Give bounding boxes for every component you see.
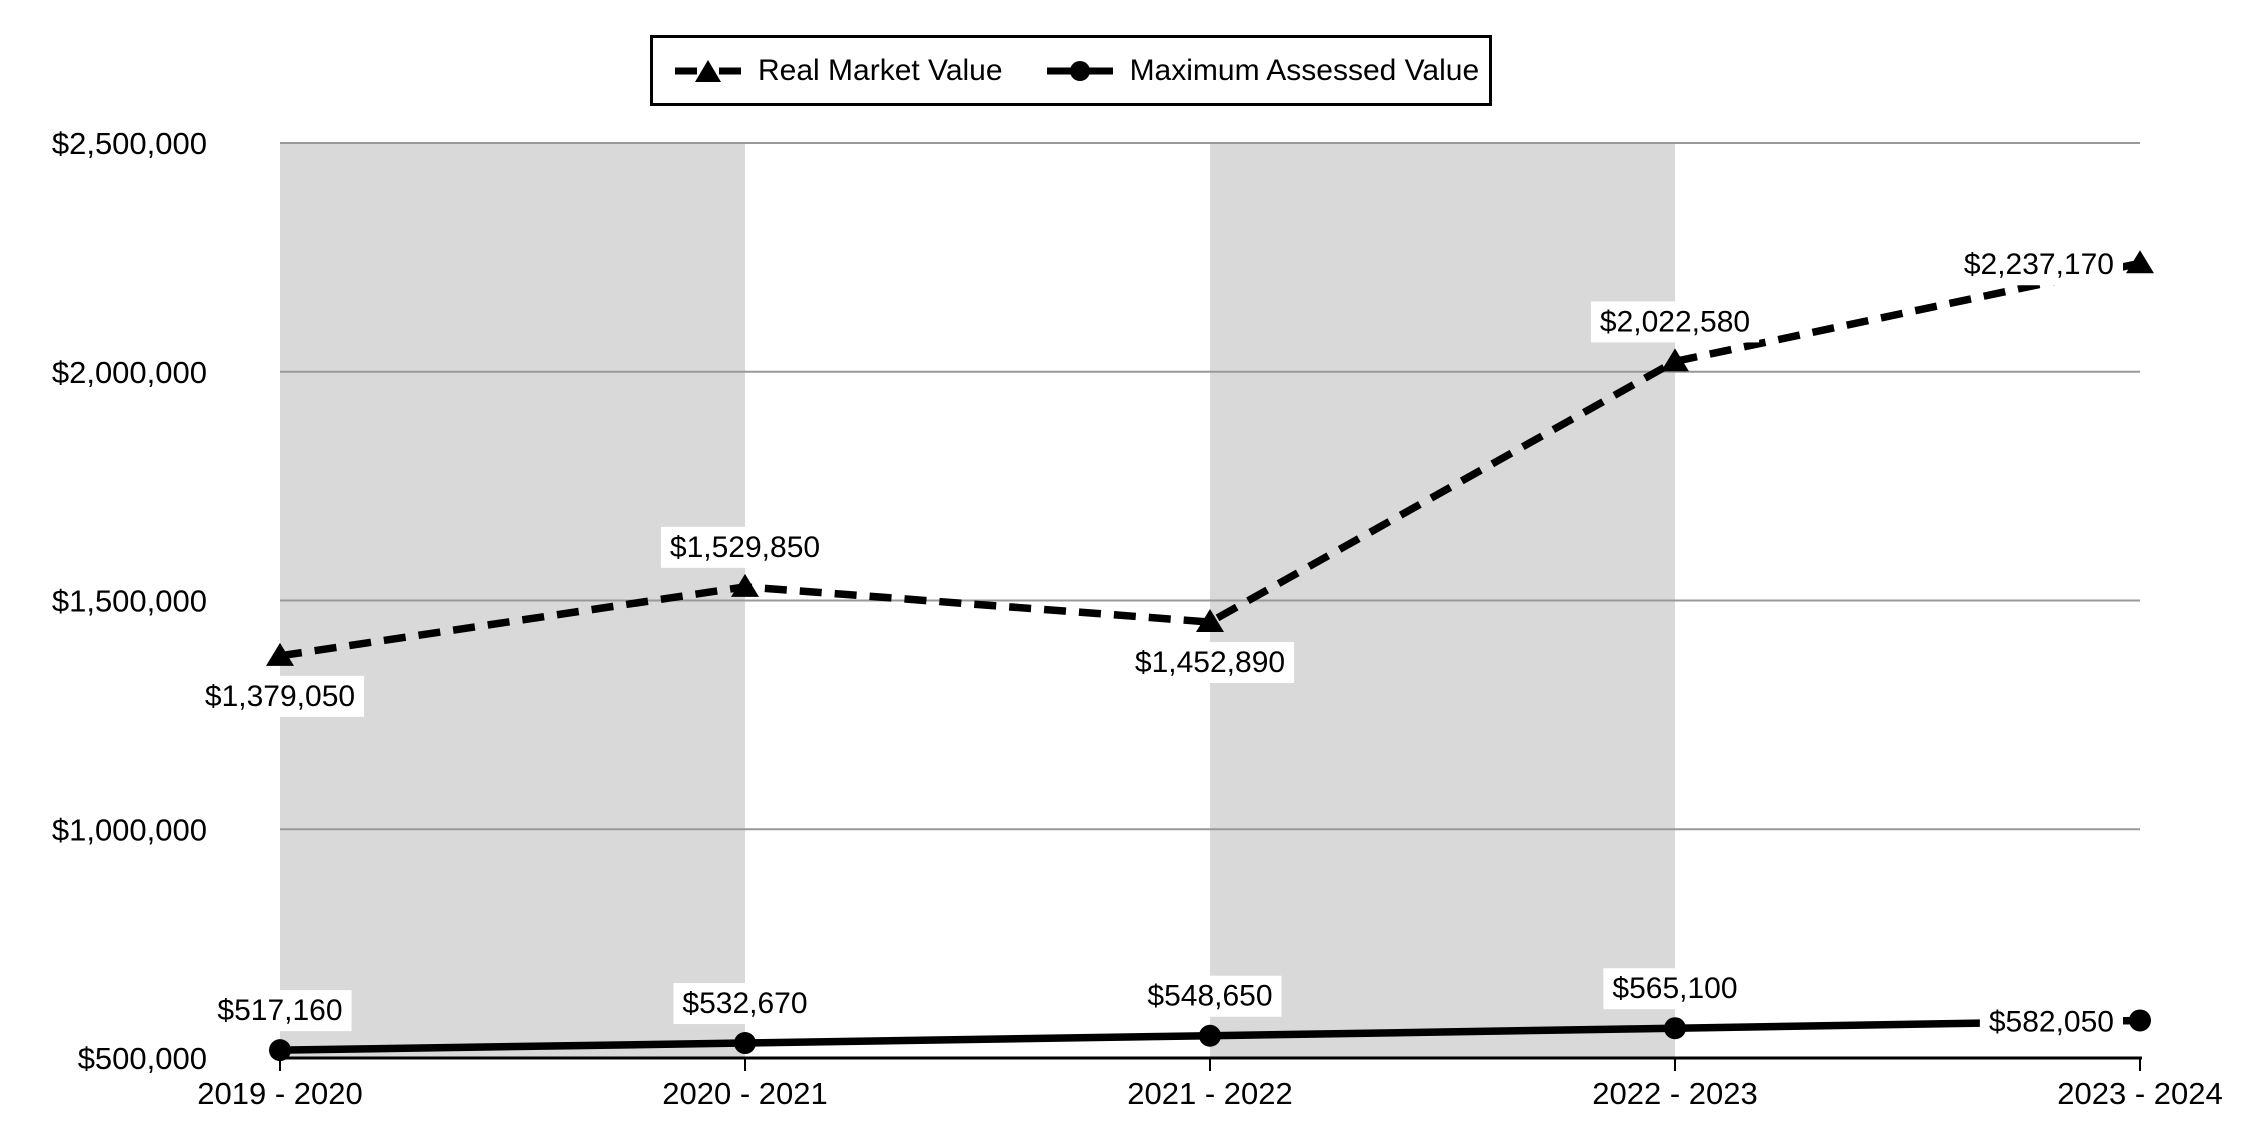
- data-label: $517,160: [217, 994, 342, 1027]
- circle-marker: [1199, 1024, 1221, 1047]
- data-label-background: [1979, 1001, 2123, 1043]
- x-axis-label: 2022 - 2023: [1592, 1076, 1757, 1111]
- chart-legend: Real Market Value Maximum Assessed Value: [650, 35, 1492, 106]
- data-label-background: [1138, 975, 1282, 1017]
- triangle-marker: [1196, 609, 1224, 633]
- x-axis-label: 2019 - 2020: [197, 1076, 362, 1111]
- circle-marker: [2129, 1009, 2151, 1032]
- data-label: $532,670: [682, 987, 807, 1020]
- y-axis-label: $500,000: [78, 1041, 207, 1076]
- data-label: $1,529,850: [670, 531, 820, 564]
- circle-marker: [734, 1032, 756, 1055]
- data-label-background: [1954, 244, 2123, 286]
- triangle-marker: [731, 573, 759, 597]
- legend-item-maximum-assessed-value: Maximum Assessed Value: [1046, 53, 1480, 88]
- data-label-background: [208, 990, 352, 1032]
- data-label-background: [660, 526, 830, 568]
- data-label: $548,650: [1147, 980, 1272, 1013]
- legend-item-real-market-value: Real Market Value: [675, 54, 1003, 88]
- y-axis-label: $1,500,000: [52, 584, 207, 619]
- data-label: $2,022,580: [1600, 305, 1750, 338]
- data-label: $582,050: [1989, 1005, 2114, 1038]
- dashed-line-triangle-icon: [675, 59, 741, 82]
- data-label: $1,452,890: [1135, 646, 1285, 679]
- legend-label-real-market-value: Real Market Value: [758, 53, 1003, 87]
- data-label-background: [1125, 642, 1295, 684]
- x-axis-label: 2021 - 2022: [1127, 1076, 1292, 1111]
- data-label-background: [1590, 301, 1760, 343]
- data-label: $565,100: [1612, 972, 1737, 1005]
- circle-marker: [1664, 1017, 1686, 1040]
- solid-line-circle-icon: [1046, 60, 1113, 81]
- triangle-marker: [1661, 348, 1689, 372]
- data-label-background: [1603, 968, 1747, 1010]
- y-axis-label: $2,000,000: [52, 355, 207, 390]
- x-axis-label: 2020 - 2021: [662, 1076, 827, 1111]
- triangle-marker: [2126, 250, 2154, 274]
- data-label: $1,379,050: [205, 680, 355, 713]
- series-line-dashed: [279, 259, 2141, 660]
- y-axis-label: $1,000,000: [52, 812, 207, 847]
- data-label: $2,237,170: [1964, 248, 2114, 281]
- triangle-marker: [266, 642, 294, 666]
- y-axis-label: $2,500,000: [52, 126, 207, 161]
- legend-label-maximum-assessed-value: Maximum Assessed Value: [1129, 53, 1480, 87]
- data-label-background: [195, 675, 365, 717]
- x-axis-label: 2023 - 2024: [2057, 1076, 2222, 1111]
- data-label-background: [673, 983, 817, 1025]
- circle-marker: [269, 1039, 291, 1062]
